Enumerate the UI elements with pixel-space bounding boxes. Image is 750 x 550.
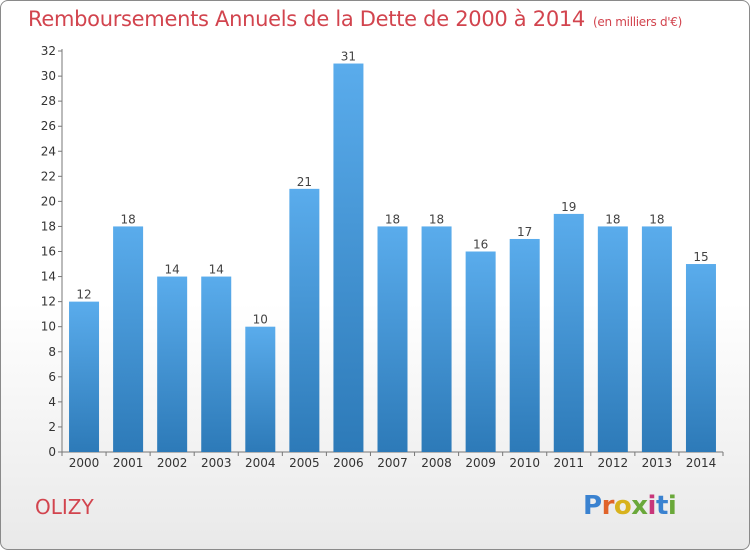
y-tick-label: 32 <box>41 44 56 58</box>
x-axis: 2000 2001 2002 2003 2004 2005 2006 2007 2008 2009… <box>61 451 724 470</box>
bar-2011 <box>553 213 584 452</box>
x-tick-label: 2003 <box>201 456 232 470</box>
bar-2005 <box>289 188 320 452</box>
data-label: 18 <box>605 212 620 226</box>
x-tick-label: 2001 <box>113 456 144 470</box>
y-tick-label: 16 <box>41 245 56 259</box>
y-tick-label: 2 <box>48 420 56 434</box>
bar-2003 <box>201 276 232 452</box>
data-label: 14 <box>209 263 224 277</box>
bar-2014 <box>685 264 716 452</box>
bar-2006 <box>333 63 364 452</box>
y-tick-label: 14 <box>41 270 56 284</box>
data-labels: 12 18 14 14 10 21 31 18 18 16 17 19 18 18 15 <box>76 50 708 327</box>
bar-2010 <box>509 238 540 452</box>
bar-2008 <box>421 226 452 452</box>
data-label: 15 <box>693 250 708 264</box>
data-label: 10 <box>253 313 268 327</box>
bar-2004 <box>245 326 276 452</box>
y-tick-label: 30 <box>41 69 56 83</box>
bar-2009 <box>465 251 496 452</box>
y-tick-label: 0 <box>48 445 56 459</box>
y-tick-label: 20 <box>41 194 56 208</box>
y-tick-label: 26 <box>41 119 56 133</box>
y-tick-label: 18 <box>41 219 56 233</box>
data-label: 18 <box>385 212 400 226</box>
x-tick-label: 2010 <box>509 456 540 470</box>
data-label: 16 <box>473 238 488 252</box>
bar-2001 <box>113 226 144 452</box>
x-tick-label: 2002 <box>157 456 188 470</box>
x-tick-label: 2009 <box>465 456 496 470</box>
y-tick-label: 4 <box>48 395 56 409</box>
chart-title: Remboursements Annuels de la Dette de 20… <box>28 7 682 31</box>
y-tick-label: 12 <box>41 295 56 309</box>
data-label: 18 <box>120 212 135 226</box>
bar-2007 <box>377 226 408 452</box>
y-tick-label: 28 <box>41 94 56 108</box>
location-name: OLIZY <box>35 495 94 519</box>
y-tick-label: 8 <box>48 345 56 359</box>
data-label: 19 <box>561 200 576 214</box>
data-label: 18 <box>429 212 444 226</box>
bar-2012 <box>597 226 628 452</box>
x-tick-label: 2013 <box>642 456 673 470</box>
x-tick-label: 2007 <box>377 456 408 470</box>
x-tick-label: 2004 <box>245 456 276 470</box>
x-tick-label: 2005 <box>289 456 320 470</box>
bar-series <box>69 63 716 452</box>
data-label: 12 <box>76 288 91 302</box>
x-tick-label: 2012 <box>598 456 629 470</box>
x-tick-label: 2008 <box>421 456 452 470</box>
chart-title-text: Remboursements Annuels de la Dette de 20… <box>28 7 585 31</box>
y-tick-label: 22 <box>41 169 56 183</box>
data-label: 18 <box>649 212 664 226</box>
x-tick-label: 2014 <box>686 456 717 470</box>
x-tick-label: 2006 <box>333 456 364 470</box>
y-tick-label: 24 <box>41 144 56 158</box>
proxiti-logo[interactable]: Proxiti <box>583 491 677 521</box>
y-tick-label: 10 <box>41 320 56 334</box>
chart-title-unit: (en milliers d'€) <box>593 15 683 29</box>
bar-2000 <box>69 301 100 452</box>
bar-2013 <box>641 226 672 452</box>
data-label: 21 <box>297 175 312 189</box>
x-tick-label: 2000 <box>69 456 100 470</box>
data-label: 14 <box>165 263 180 277</box>
x-tick-label: 2011 <box>553 456 584 470</box>
data-label: 17 <box>517 225 532 239</box>
bar-2002 <box>157 276 188 452</box>
data-label: 31 <box>341 50 356 64</box>
y-tick-label: 6 <box>48 370 56 384</box>
